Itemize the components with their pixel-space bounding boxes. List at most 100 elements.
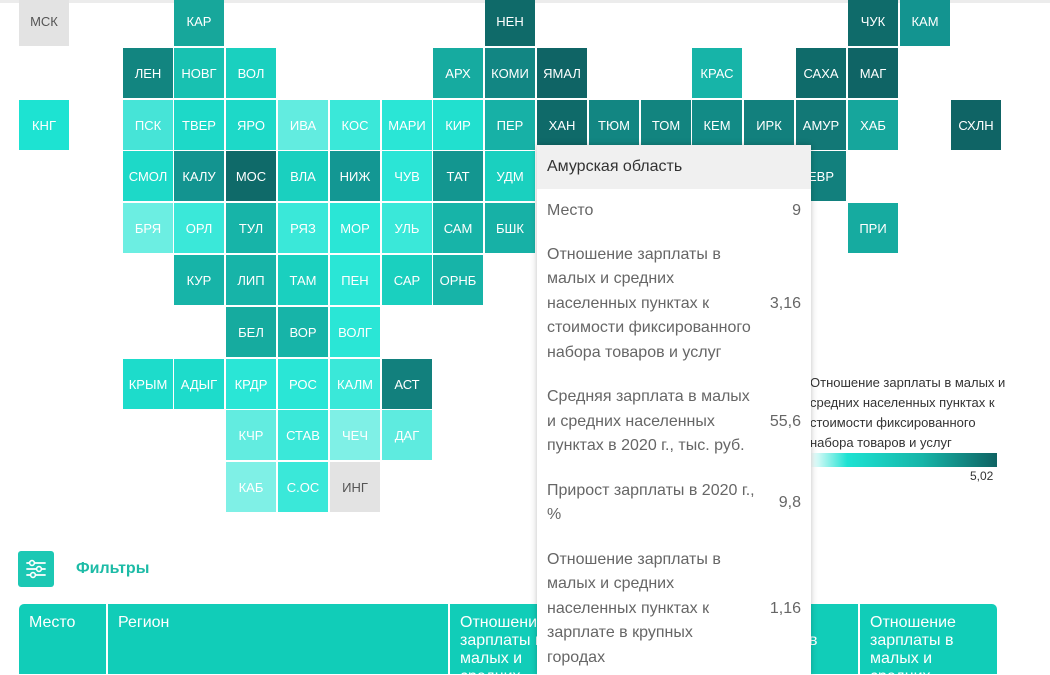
region-tile-тюм[interactable]: ТЮМ [589, 100, 639, 150]
region-tile-крас[interactable]: КРАС [692, 48, 742, 98]
tooltip-value: 55,6 [769, 412, 801, 430]
region-tile-пен[interactable]: ПЕН [330, 255, 380, 305]
tooltip-label: Прирост зарплаты в 2020 г., % [547, 481, 755, 524]
region-tile-яро[interactable]: ЯРО [226, 100, 276, 150]
region-tile-ниж[interactable]: НИЖ [330, 151, 380, 201]
legend-gradient-bar [810, 453, 997, 467]
tooltip-value: 9,8 [778, 493, 801, 511]
region-tile-вол[interactable]: ВОЛ [226, 48, 276, 98]
region-tile-кар[interactable]: КАР [174, 0, 224, 46]
region-tile-чув[interactable]: ЧУВ [382, 151, 432, 201]
region-tile-волг[interactable]: ВОЛГ [330, 307, 380, 357]
tooltip-row-cost-ratio: Отношение зарплаты в малых и средних нас… [537, 243, 811, 366]
tooltip-label: Средняя зарплата в малых и средних насел… [547, 388, 750, 454]
tooltip-label: Отношение зарплаты в малых и средних нас… [547, 550, 721, 666]
region-tile-мор[interactable]: МОР [330, 203, 380, 253]
region-tile-мос[interactable]: МОС [226, 151, 276, 201]
region-tile-вла[interactable]: ВЛА [278, 151, 328, 201]
tooltip-label: Место [547, 202, 594, 219]
region-tile-нен[interactable]: НЕН [485, 0, 535, 46]
region-tile-орл[interactable]: ОРЛ [174, 203, 224, 253]
tooltip-value: 9 [792, 202, 801, 219]
region-tile-орнб[interactable]: ОРНБ [433, 255, 483, 305]
region-tile-кур[interactable]: КУР [174, 255, 224, 305]
tooltip-title: Амурская область [537, 145, 811, 189]
column-header-partial[interactable]: в [809, 632, 818, 649]
region-tile-бря[interactable]: БРЯ [123, 203, 173, 253]
region-tile-амур[interactable]: АМУР [796, 100, 846, 150]
region-tile-смол[interactable]: СМОЛ [123, 151, 173, 201]
region-tile-ирк[interactable]: ИРК [744, 100, 794, 150]
region-tile-кчр[interactable]: КЧР [226, 410, 276, 460]
region-tile-маг[interactable]: МАГ [848, 48, 898, 98]
region-tile-крым[interactable]: КРЫМ [123, 359, 173, 409]
region-tile-ряз[interactable]: РЯЗ [278, 203, 328, 253]
region-tile-кос[interactable]: КОС [330, 100, 380, 150]
region-tile-саха[interactable]: САХА [796, 48, 846, 98]
region-tile-с.ос[interactable]: С.ОС [278, 462, 328, 512]
region-tile-хаб[interactable]: ХАБ [848, 100, 898, 150]
tooltip-row-salary-growth: Прирост зарплаты в 2020 г., % 9,8 [537, 479, 811, 528]
region-tile-аст[interactable]: АСТ [382, 359, 432, 409]
region-tile-бел[interactable]: БЕЛ [226, 307, 276, 357]
region-tile-мск[interactable]: МСК [19, 0, 69, 46]
region-tile-сар[interactable]: САР [382, 255, 432, 305]
tile-map: МСК КАР НЕН ЧУК КАМ ЛЕН НОВГ ВОЛ АРХ КОМИ ЯМАЛ КРАС… [19, 0, 1001, 512]
legend-title: Отношение зарплаты в малых и средних нас… [810, 375, 1006, 450]
legend-max-value: 5,02 [970, 469, 994, 483]
region-tile-кем[interactable]: КЕМ [692, 100, 742, 150]
region-tile-став[interactable]: СТАВ [278, 410, 328, 460]
region-tile-схлн[interactable]: СХЛН [951, 100, 1001, 150]
region-tile-адыг[interactable]: АДЫГ [174, 359, 224, 409]
region-tile-даг[interactable]: ДАГ [382, 410, 432, 460]
region-tile-твер[interactable]: ТВЕР [174, 100, 224, 150]
region-tile-новг[interactable]: НОВГ [174, 48, 224, 98]
tooltip-label: Отношение зарплаты в малых и средних нас… [547, 245, 751, 361]
region-tooltip: Амурская область Место 9 Отношение зарпл… [537, 145, 811, 675]
region-tile-хан[interactable]: ХАН [537, 100, 587, 150]
region-tile-рос[interactable]: РОС [278, 359, 328, 409]
region-tile-пск[interactable]: ПСК [123, 100, 173, 150]
region-tile-кир[interactable]: КИР [433, 100, 483, 150]
region-tile-чеч[interactable]: ЧЕЧ [330, 410, 380, 460]
tooltip-row-city-ratio: Отношение зарплаты в малых и средних нас… [537, 548, 811, 671]
sliders-icon[interactable] [18, 551, 54, 587]
tooltip-row-place: Место 9 [537, 199, 811, 224]
tooltip-value: 3,16 [769, 294, 801, 312]
column-header-region[interactable]: Регион [106, 604, 450, 674]
region-tile-вор[interactable]: ВОР [278, 307, 328, 357]
region-tile-лен[interactable]: ЛЕН [123, 48, 173, 98]
region-tile-пер[interactable]: ПЕР [485, 100, 535, 150]
region-tile-арх[interactable]: АРХ [433, 48, 483, 98]
region-tile-там[interactable]: ТАМ [278, 255, 328, 305]
region-tile-ива[interactable]: ИВА [278, 100, 328, 150]
ranking-table-header: Место Регион Отношение зарплаты в малых … [19, 604, 997, 674]
region-tile-удм[interactable]: УДМ [485, 151, 535, 201]
region-tile-коми[interactable]: КОМИ [485, 48, 535, 98]
region-tile-калм[interactable]: КАЛМ [330, 359, 380, 409]
filters-toggle[interactable]: Фильтры [18, 551, 149, 587]
region-tile-сам[interactable]: САМ [433, 203, 483, 253]
region-tile-мари[interactable]: МАРИ [382, 100, 432, 150]
column-header-salary-ratio[interactable]: Отношение зарплаты в малых и средних [448, 604, 560, 674]
filters-label[interactable]: Фильтры [76, 560, 150, 577]
column-header-salary-ratio-2[interactable]: Отношение зарплаты в малых и средних [858, 604, 997, 674]
region-tile-при[interactable]: ПРИ [848, 203, 898, 253]
region-tile-уль[interactable]: УЛЬ [382, 203, 432, 253]
region-tile-тат[interactable]: ТАТ [433, 151, 483, 201]
region-tile-инг[interactable]: ИНГ [330, 462, 380, 512]
tooltip-row-avg-salary: Средняя зарплата в малых и средних насел… [537, 385, 811, 459]
region-tile-кнг[interactable]: КНГ [19, 100, 69, 150]
column-header-place[interactable]: Место [29, 614, 76, 631]
region-tile-лип[interactable]: ЛИП [226, 255, 276, 305]
region-tile-тул[interactable]: ТУЛ [226, 203, 276, 253]
region-tile-чук[interactable]: ЧУК [848, 0, 898, 46]
tooltip-value: 1,16 [769, 599, 801, 617]
region-tile-ямал[interactable]: ЯМАЛ [537, 48, 587, 98]
region-tile-бшк[interactable]: БШК [485, 203, 535, 253]
region-tile-том[interactable]: ТОМ [641, 100, 691, 150]
region-tile-каб[interactable]: КАБ [226, 462, 276, 512]
region-tile-кам[interactable]: КАМ [900, 0, 950, 46]
region-tile-калу[interactable]: КАЛУ [174, 151, 224, 201]
region-tile-крдр[interactable]: КРДР [226, 359, 276, 409]
